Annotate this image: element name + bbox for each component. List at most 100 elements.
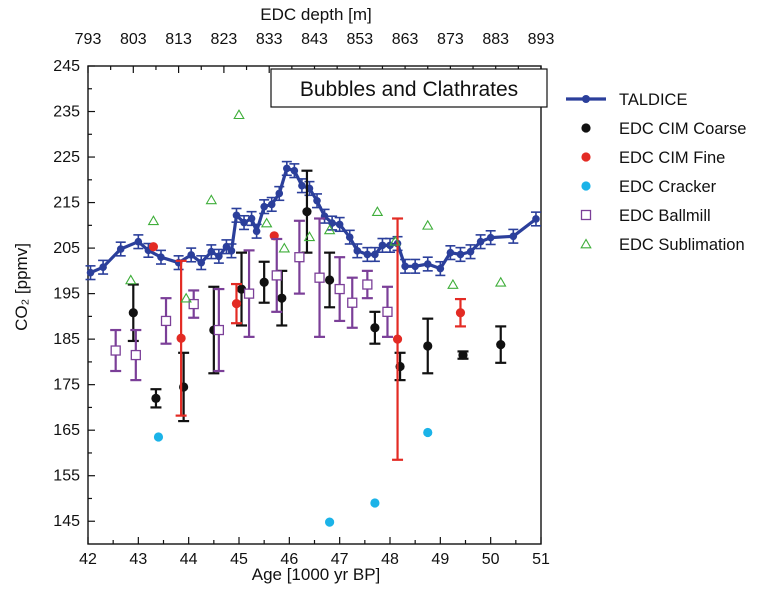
data-point	[486, 233, 495, 242]
legend-label: EDC CIM Fine	[619, 149, 725, 167]
title-layer: Bubbles and Clathrates	[270, 68, 548, 108]
data-point	[456, 250, 465, 259]
series-edc-cim-coarse	[127, 169, 507, 423]
panel-title: Bubbles and Clathrates	[300, 78, 518, 101]
data-point	[188, 298, 199, 310]
data-point	[363, 250, 372, 259]
y-tick-label: 235	[53, 104, 80, 121]
data-point	[260, 217, 273, 228]
data-point	[335, 220, 344, 229]
y-axis-title: CO₂ [ppmv]	[12, 243, 31, 331]
data-point	[509, 232, 518, 241]
y-tick-label: 185	[53, 331, 80, 348]
data-point	[314, 272, 325, 283]
data-point	[240, 218, 248, 227]
data-point	[110, 345, 121, 356]
legend-label: EDC Ballmill	[619, 207, 711, 225]
data-point	[371, 250, 379, 259]
data-point	[323, 224, 336, 235]
data-point	[347, 297, 358, 308]
legend-marker	[581, 123, 591, 133]
data-point	[180, 292, 192, 303]
data-point	[411, 262, 419, 271]
data-point	[302, 207, 312, 217]
top-tick-label: 873	[437, 31, 464, 48]
x-tick-label: 43	[129, 551, 147, 568]
data-point	[294, 252, 305, 263]
legend-item: EDC Cracker	[581, 178, 717, 196]
data-point	[215, 252, 223, 261]
x-tick-label: 45	[230, 551, 248, 568]
data-point	[260, 202, 268, 211]
legend-marker	[581, 181, 591, 191]
data-point	[325, 275, 335, 285]
data-point	[187, 251, 195, 259]
series-edc-cracker	[153, 427, 433, 527]
data-point	[494, 276, 507, 287]
top-tick-label: 803	[120, 31, 147, 48]
data-point	[86, 268, 95, 277]
legend-label: TALDICE	[619, 91, 687, 109]
data-point	[116, 245, 125, 253]
legend-label: EDC Cracker	[619, 178, 717, 196]
data-point	[436, 264, 445, 273]
data-point	[313, 196, 321, 205]
data-point	[496, 340, 506, 350]
data-point	[99, 263, 107, 272]
x-axis-title: Age [1000 yr BP]	[252, 565, 381, 584]
data-point	[389, 235, 401, 246]
taldice-line	[89, 166, 537, 275]
data-point	[128, 308, 138, 318]
legend-item: EDC Ballmill	[580, 207, 711, 225]
data-point	[277, 293, 287, 303]
legend-item: EDC CIM Fine	[581, 149, 725, 167]
data-point	[421, 219, 434, 230]
y-tick-label: 245	[53, 58, 80, 75]
data-point	[153, 432, 164, 442]
series-edc-cim-fine	[148, 217, 466, 461]
y-tick-label: 165	[53, 422, 80, 439]
y-tick-label: 215	[53, 195, 80, 212]
data-point	[205, 194, 218, 205]
top-tick-label: 813	[165, 31, 192, 48]
data-point	[160, 315, 172, 327]
data-point	[232, 211, 241, 220]
data-point	[275, 189, 284, 198]
data-point	[243, 288, 255, 299]
top-tick-label: 823	[211, 31, 238, 48]
data-point	[476, 237, 485, 246]
data-point	[278, 242, 291, 253]
legend-marker	[580, 238, 592, 249]
legend: TALDICE EDC CIM Coarse EDC CIM Fine EDC Cra…	[566, 91, 746, 254]
legend-item: TALDICE	[566, 91, 687, 109]
top-tick-label: 893	[528, 31, 555, 48]
top-tick-label: 853	[346, 31, 373, 48]
y-tick-label: 195	[53, 286, 80, 303]
data-point	[176, 333, 186, 343]
data-point	[267, 200, 276, 209]
data-point	[151, 393, 161, 403]
data-point	[134, 237, 143, 246]
data-point	[370, 498, 380, 508]
data-point	[362, 279, 373, 290]
data-layer	[85, 109, 541, 527]
data-point	[371, 206, 384, 217]
data-point	[227, 247, 236, 255]
x-tick-label: 50	[482, 551, 500, 568]
data-point	[466, 247, 475, 256]
data-point	[447, 278, 459, 289]
data-point	[252, 227, 261, 236]
data-point	[222, 242, 231, 251]
data-point	[231, 299, 242, 309]
x-tick-label: 49	[431, 551, 449, 568]
legend-marker	[580, 209, 592, 221]
data-point	[213, 324, 225, 336]
data-point	[423, 341, 433, 351]
legend-label: EDC CIM Coarse	[619, 120, 746, 138]
data-point	[148, 242, 159, 252]
data-point	[401, 262, 409, 271]
legend-item: EDC CIM Coarse	[581, 120, 746, 138]
data-point	[334, 283, 345, 295]
